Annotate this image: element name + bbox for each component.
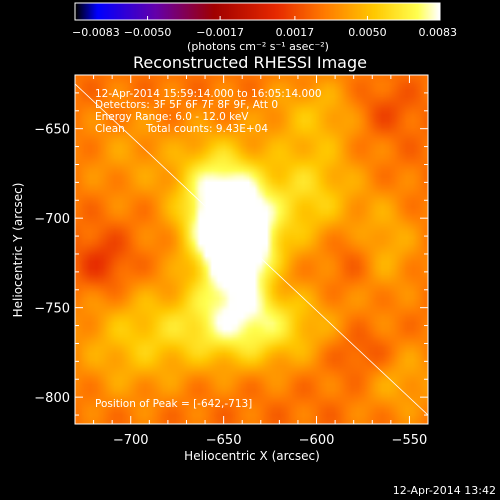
annotation-method: Clean bbox=[95, 123, 125, 135]
colorbar-tick-label: 0.0017 bbox=[276, 26, 315, 39]
x-tick-label: −700 bbox=[113, 433, 149, 448]
plot-frame bbox=[74, 74, 429, 425]
x-tick-label: −600 bbox=[299, 433, 335, 448]
colorbar-tick-label: 0.0083 bbox=[419, 26, 458, 39]
plot-area: −700 −650 −600 −550 −650 −700 −750 −800 bbox=[34, 74, 429, 448]
colorbar: −0.0083 −0.0050 −0.0017 0.0017 0.0050 0.0083 … bbox=[72, 2, 457, 53]
annotation-energy: Energy Range: 6.0 - 12.0 keV bbox=[95, 111, 249, 123]
y-axis-label: Heliocentric Y (arcsec) bbox=[11, 183, 25, 318]
annotation-counts: Total counts: 9.43E+04 bbox=[145, 123, 268, 135]
x-tick-label: −650 bbox=[206, 433, 242, 448]
colorbar-frame bbox=[74, 2, 441, 21]
annotation-block: 12-Apr-2014 15:59:14.000 to 16:05:14.000… bbox=[95, 88, 322, 410]
colorbar-tick-label: −0.0083 bbox=[72, 26, 120, 39]
y-tick-label: −650 bbox=[34, 123, 70, 138]
timestamp: 12-Apr-2014 13:42 bbox=[393, 484, 496, 497]
colorbar-tick-label: −0.0017 bbox=[196, 26, 244, 39]
colorbar-tick-label: −0.0050 bbox=[124, 26, 172, 39]
y-tick-label: −700 bbox=[34, 212, 70, 227]
y-axis-ticks: −650 −700 −750 −800 bbox=[34, 74, 428, 416]
annotation-detectors: Detectors: 3F 5F 6F 7F 8F 9F, Att 0 bbox=[95, 99, 278, 111]
x-axis-ticks: −700 −650 −600 −550 bbox=[74, 75, 429, 448]
y-tick-label: −800 bbox=[34, 391, 70, 406]
colorbar-ticks: −0.0083 −0.0050 −0.0017 0.0017 0.0050 0.0083 bbox=[72, 16, 457, 39]
y-tick-label: −750 bbox=[34, 302, 70, 317]
colorbar-units: (photons cm⁻² s⁻¹ asec⁻²) bbox=[187, 40, 329, 53]
colorbar-tick-label: 0.0050 bbox=[348, 26, 387, 39]
solar-limb-line bbox=[74, 83, 429, 416]
annotation-time-range: 12-Apr-2014 15:59:14.000 to 16:05:14.000 bbox=[95, 88, 322, 100]
x-tick-label: −550 bbox=[392, 433, 428, 448]
x-axis-label: Heliocentric X (arcsec) bbox=[184, 449, 320, 463]
chart-title: Reconstructed RHESSI Image bbox=[133, 53, 367, 72]
colorbar-gradient bbox=[75, 3, 440, 20]
annotation-peak: Position of Peak = [-642,-713] bbox=[95, 398, 252, 410]
